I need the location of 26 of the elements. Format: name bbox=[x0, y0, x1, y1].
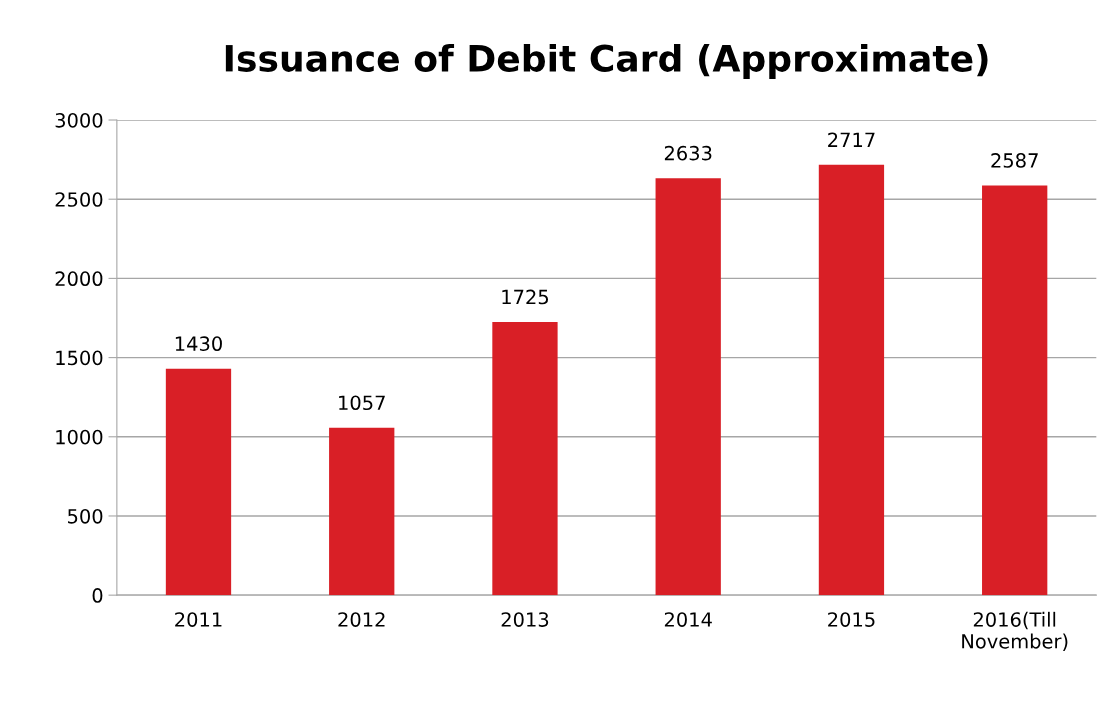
data-label: 1725 bbox=[502, 289, 549, 305]
chart-title: Issuance of Debit Card (Approximate) bbox=[225, 43, 988, 79]
y-tick-label: 0 bbox=[92, 588, 103, 603]
data-label: 2717 bbox=[828, 132, 875, 147]
y-tick-label: 1500 bbox=[56, 350, 103, 366]
x-tick-label: 2013 bbox=[501, 612, 549, 627]
bar bbox=[655, 178, 721, 596]
data-label: 2633 bbox=[664, 145, 712, 161]
data-label: 2587 bbox=[991, 153, 1038, 168]
bar bbox=[165, 368, 232, 596]
y-tick-label: 1000 bbox=[56, 429, 103, 445]
y-tick-label: 500 bbox=[68, 508, 103, 524]
bar bbox=[492, 321, 558, 596]
data-label: 1057 bbox=[339, 395, 385, 411]
y-tick-label: 2500 bbox=[55, 192, 103, 207]
x-tick-label: 2014 bbox=[664, 612, 712, 627]
bar bbox=[982, 185, 1048, 596]
bar bbox=[818, 164, 885, 596]
y-tick-label: 3000 bbox=[55, 112, 103, 128]
x-tick-label: 2012 bbox=[338, 612, 385, 627]
y-tick-label: 2000 bbox=[55, 271, 103, 287]
bar bbox=[329, 427, 395, 596]
x-tick-label: 2011 bbox=[175, 612, 222, 627]
data-label: 1430 bbox=[175, 336, 222, 352]
x-tick-label: 2016(Till November) bbox=[962, 611, 1068, 651]
x-tick-label: 2015 bbox=[828, 612, 875, 627]
